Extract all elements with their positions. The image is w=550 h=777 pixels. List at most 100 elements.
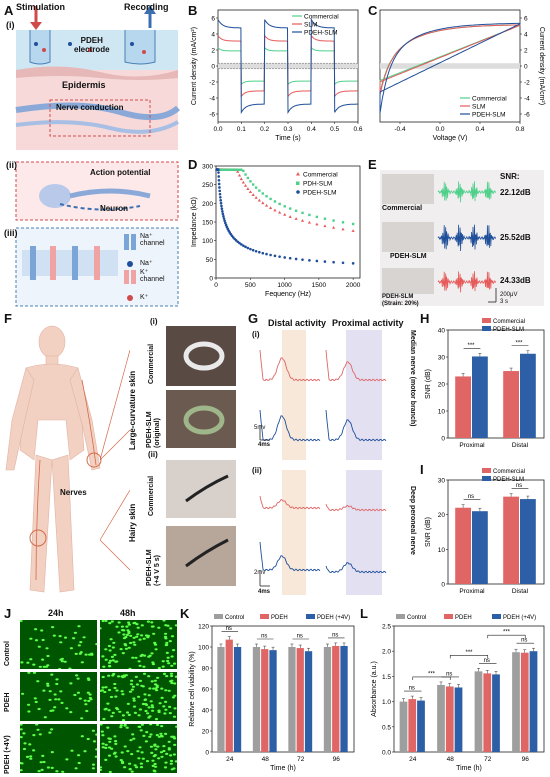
bar-control: [252, 647, 261, 752]
cell: [148, 654, 152, 657]
trace-i-proximal-commercial: [325, 349, 387, 382]
x-tick-label: 2000: [346, 282, 361, 289]
cell: [112, 752, 116, 755]
cell: [112, 641, 116, 644]
cell: [162, 672, 167, 675]
sig-label: ns: [484, 658, 490, 664]
cell: [85, 709, 89, 713]
data-point-commercial: [241, 180, 245, 184]
cell: [164, 644, 168, 647]
cell: [80, 661, 84, 664]
data-point-pdh-slm: [315, 215, 319, 219]
cell: [37, 645, 41, 648]
cell: [132, 636, 136, 639]
cell: [163, 766, 168, 769]
j-row-3-wrap: PDEH (+4V): [4, 726, 16, 774]
bar-control: [288, 647, 296, 752]
sig-label: ns: [446, 671, 452, 677]
cell: [156, 745, 160, 748]
f-pl-4-wrap: PDEH-SLM (+4 V 5 s): [146, 528, 166, 586]
g-nerve-i-wrap: Median nerve (motor branch): [404, 330, 418, 450]
data-point-pdh-slm: [251, 183, 255, 186]
cell: [162, 749, 166, 753]
cell: [134, 675, 138, 678]
left-electrode: [29, 30, 51, 65]
cell: [141, 757, 145, 760]
cell: [95, 748, 97, 751]
sig-label: ns: [521, 638, 527, 644]
cell: [140, 724, 144, 726]
x-tick-label: 0.4: [307, 126, 316, 133]
data-point-commercial: [307, 220, 312, 224]
trace-i-distal-pdeh: [259, 409, 321, 442]
cell: [101, 746, 105, 749]
cell: [151, 764, 155, 767]
data-point-commercial: [283, 212, 287, 216]
legend-swatch: [492, 614, 501, 619]
data-point-pdeh-slm: [341, 261, 345, 265]
cell: [108, 622, 112, 625]
fluorescence-tile: [100, 672, 177, 721]
cell: [69, 682, 73, 685]
f-skin-ii-wrap: Hairy skin: [128, 462, 142, 542]
cell: [74, 652, 78, 655]
cell: [129, 641, 133, 645]
cell: [128, 667, 132, 669]
x-tick-label: -0.4: [394, 126, 406, 133]
e-label-pdeh: PDEH-SLM: [390, 253, 427, 260]
cell: [20, 769, 23, 772]
cell: [164, 708, 168, 711]
data-point-pdeh-slm: [315, 259, 319, 263]
cell: [77, 761, 81, 765]
legend-swatch: [396, 614, 405, 619]
y-tick-label: 0: [209, 276, 213, 283]
panel-letter-c: C: [368, 3, 378, 18]
cell: [57, 698, 61, 701]
data-point-commercial: [323, 224, 327, 228]
legend-swatch: [482, 468, 491, 473]
legend-label: Control: [225, 615, 244, 621]
cell: [136, 750, 140, 753]
nerve-fiber-2: [15, 120, 179, 134]
cell: [138, 664, 142, 667]
cell: [107, 709, 111, 712]
e-label-strain: PDEH-SLM (Strain: 20%): [382, 294, 419, 307]
bar-pdeh: [520, 652, 529, 752]
cell: [113, 682, 117, 686]
cell: [110, 715, 114, 718]
data-point-pdh-slm: [244, 173, 247, 176]
legend-label: PDEH-SLM: [493, 477, 524, 483]
cell: [20, 724, 23, 726]
connector-lower-b: [100, 539, 130, 571]
a-action-label: Action potential: [90, 168, 151, 177]
bar-control: [512, 652, 520, 752]
cell: [165, 651, 169, 654]
e-snr-1: 22.12dB: [500, 188, 531, 197]
right-electrode: [124, 30, 156, 65]
y-tick-label: 20: [438, 512, 446, 519]
cell: [68, 667, 72, 669]
cell: [54, 698, 58, 701]
x-tick-label: 0.1: [237, 126, 246, 133]
cell: [77, 625, 81, 628]
cell: [107, 674, 111, 677]
cell: [115, 689, 119, 692]
data-point-pdeh-slm: [294, 257, 298, 261]
y-tick-label: 2: [211, 48, 215, 55]
cell: [157, 667, 161, 669]
panel-letter-a: A: [4, 3, 14, 18]
data-point-pdeh-slm: [265, 252, 268, 256]
sig-label: ns: [297, 634, 303, 640]
cell: [91, 729, 95, 732]
data-point-pdh-slm: [278, 202, 281, 206]
y-tick-label: 1.0: [382, 699, 391, 706]
cell: [143, 698, 147, 702]
cell: [127, 621, 131, 624]
bar-pdeh: [483, 673, 492, 752]
cell: [125, 726, 129, 729]
connector-lower: [100, 489, 130, 541]
chart-k-viability: 0 20 40 60 80 100 120 Relative cell viability (…: [189, 614, 355, 772]
cell: [100, 766, 103, 769]
x-tick-label: 0.4: [475, 126, 484, 133]
x-tick-label: 500: [245, 282, 256, 289]
